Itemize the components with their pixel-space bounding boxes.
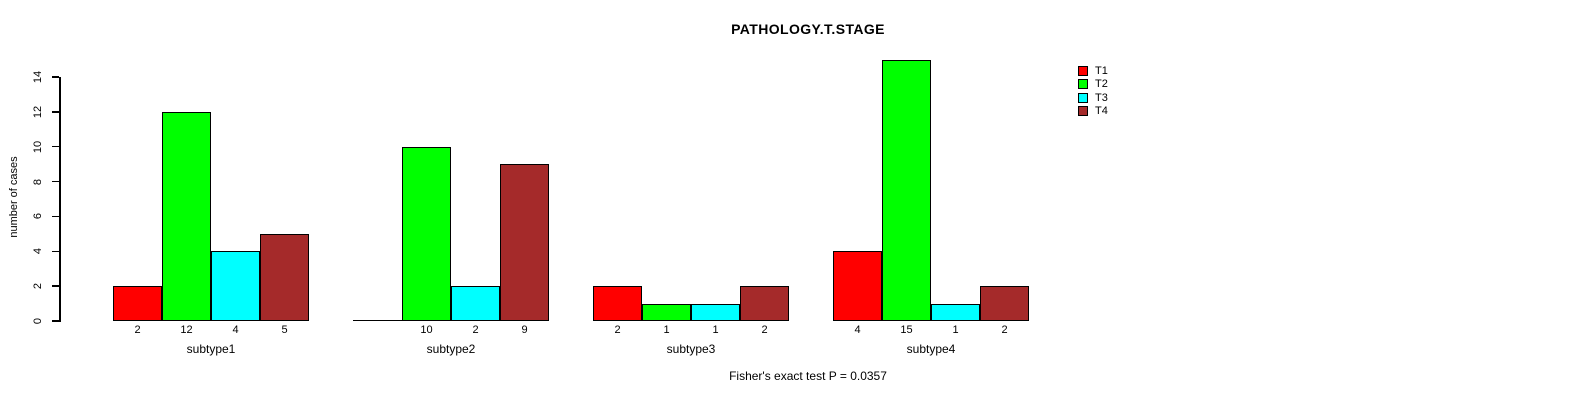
bar-value-label: 1 — [712, 324, 719, 336]
bar-value-label: 2 — [134, 324, 141, 336]
bar-t3-subtype2 — [451, 286, 500, 321]
y-tick-label: 14 — [32, 70, 44, 84]
bar-t1-subtype3 — [593, 286, 642, 321]
legend-swatch-t4 — [1078, 105, 1088, 116]
legend-swatch-t2 — [1078, 79, 1088, 90]
y-tick — [52, 250, 59, 253]
bar-value-label: 4 — [854, 324, 861, 336]
bar-value-label: 12 — [180, 324, 193, 336]
category-label-subtype4: subtype4 — [906, 342, 956, 356]
bar-t1-subtype2-zero — [353, 320, 403, 321]
category-label-subtype2: subtype2 — [426, 342, 476, 356]
bar-t2-subtype1 — [162, 111, 211, 321]
bar-t4-subtype1 — [260, 233, 309, 321]
y-tick-label: 8 — [32, 178, 44, 185]
category-label-subtype1: subtype1 — [186, 342, 236, 356]
y-axis-line — [59, 76, 61, 322]
legend-swatch-t1 — [1078, 66, 1088, 76]
legend-label-t3: T3 — [1095, 91, 1108, 104]
bar-t4-subtype2 — [500, 164, 549, 321]
bar-t4-subtype4 — [980, 286, 1029, 321]
legend-label-t1: T1 — [1095, 65, 1108, 77]
bar-t2-subtype2 — [402, 146, 451, 321]
bar-t3-subtype1 — [211, 251, 260, 321]
bar-value-label: 2 — [472, 324, 479, 336]
bar-value-label: 2 — [614, 324, 621, 336]
category-label-subtype3: subtype3 — [666, 342, 716, 356]
y-tick — [52, 180, 59, 183]
bar-value-label: 4 — [232, 324, 239, 336]
bar-value-label: 15 — [900, 324, 913, 336]
bar-t3-subtype3 — [691, 303, 740, 321]
bar-value-label: 5 — [281, 324, 288, 336]
bar-value-label: 10 — [420, 324, 433, 336]
bar-t1-subtype4 — [833, 251, 882, 321]
y-tick-label: 12 — [32, 105, 44, 118]
bar-t2-subtype4 — [882, 59, 931, 321]
bar-t1-subtype1 — [113, 286, 162, 321]
y-tick-label: 2 — [32, 283, 44, 290]
y-tick-label: 4 — [32, 248, 44, 255]
bar-t4-subtype3 — [740, 286, 789, 321]
y-tick — [52, 320, 59, 322]
y-tick-label: 6 — [32, 213, 44, 220]
bar-value-label: 1 — [663, 324, 670, 336]
legend-label-t2: T2 — [1095, 78, 1108, 91]
bar-value-label: 1 — [952, 324, 959, 336]
y-tick — [52, 145, 59, 148]
y-tick-label: 10 — [32, 140, 44, 153]
y-tick — [52, 285, 59, 287]
bar-t2-subtype3 — [642, 303, 691, 321]
bar-t3-subtype4 — [931, 303, 980, 321]
chart-title: PATHOLOGY.T.STAGE — [731, 21, 885, 37]
bar-value-label: 2 — [1001, 324, 1008, 336]
bar-value-label: 9 — [521, 324, 528, 336]
y-axis-label: number of cases — [8, 156, 20, 238]
legend-label-t4: T4 — [1095, 104, 1108, 117]
y-tick — [52, 215, 59, 218]
footer-stat-text: Fisher's exact test P = 0.0357 — [729, 369, 887, 383]
y-tick — [52, 76, 59, 78]
bar-value-label: 2 — [761, 324, 768, 336]
y-tick — [52, 111, 59, 113]
legend-swatch-t3 — [1078, 92, 1088, 103]
y-tick-label: 0 — [32, 317, 44, 325]
